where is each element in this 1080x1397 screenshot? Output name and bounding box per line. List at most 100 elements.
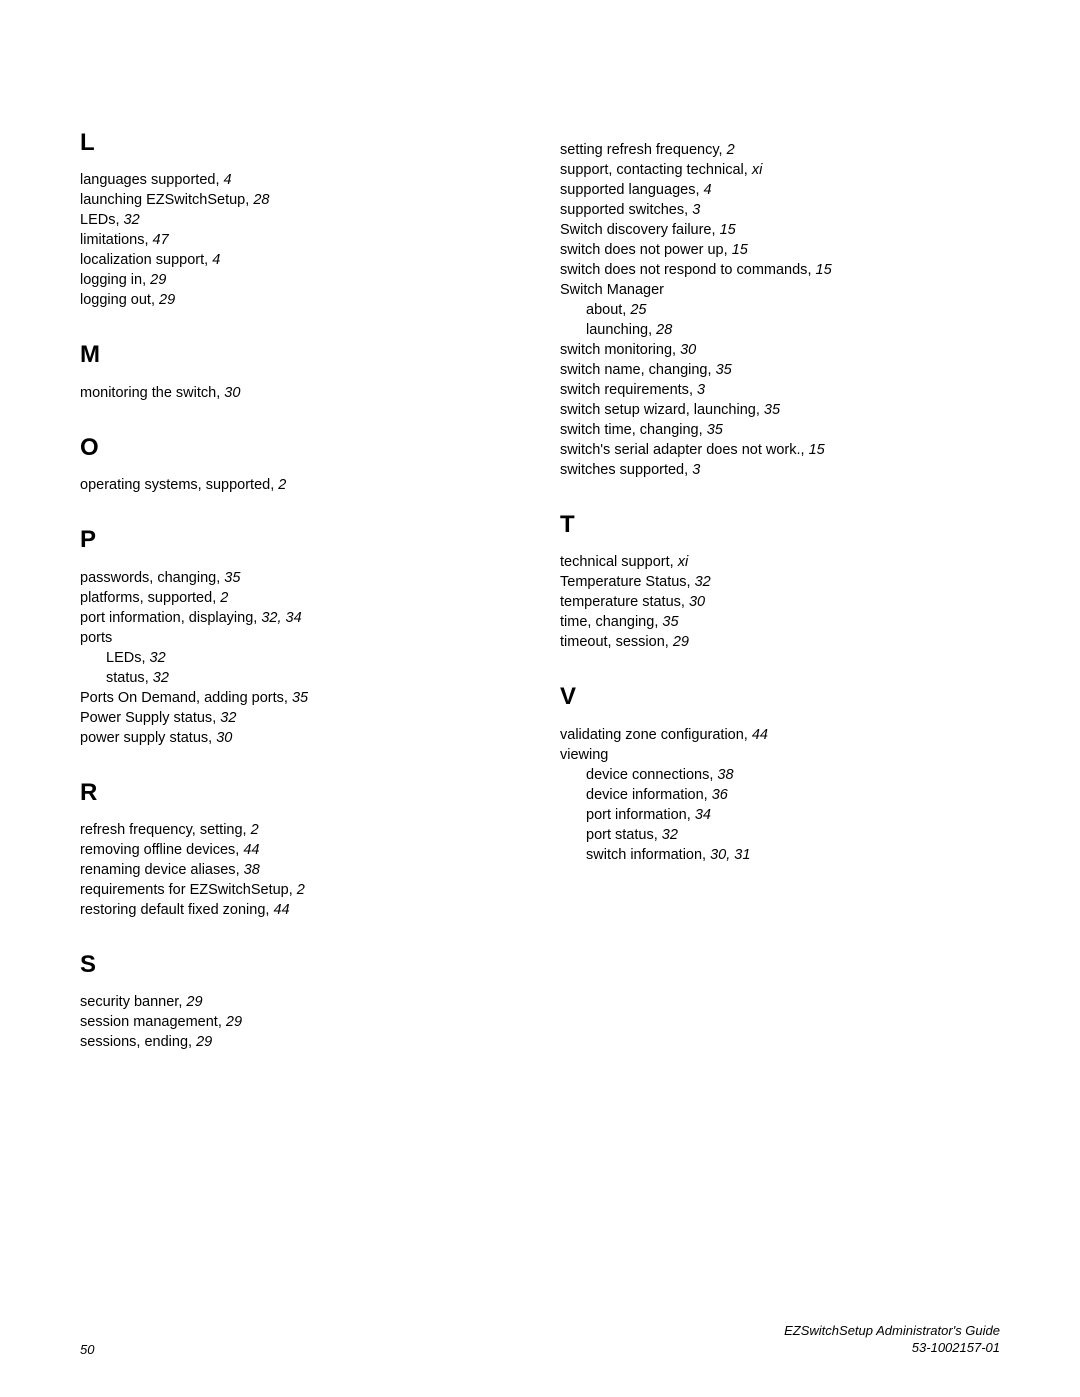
index-entry-term: LEDs [106,650,141,666]
index-entry-pages: 35 [764,402,780,418]
index-entry: setting refresh frequency, 2 [560,140,1000,160]
index-entry-pages: 4 [212,252,220,268]
index-entry-pages: 4 [704,182,712,198]
index-entry: about, 25 [560,300,1000,320]
index-entry: requirements for EZSwitchSetup, 2 [80,880,520,900]
index-entry-separator: , [284,690,292,706]
index-entry: time, changing, 35 [560,612,1000,632]
index-entry-separator: , [687,807,695,823]
index-entry-pages: 3 [697,382,705,398]
index-entry-pages: 38 [717,767,733,783]
index-entry-pages: 25 [630,302,646,318]
index-entry-separator: , [702,847,710,863]
index-entry-term: launching EZSwitchSetup [80,192,245,208]
index-entry-term: requirements for EZSwitchSetup [80,882,289,898]
index-entry: removing offline devices, 44 [80,840,520,860]
index-entry-separator: , [687,574,695,590]
index-entry-pages: 29 [196,1034,212,1050]
index-entry-separator: , [144,232,152,248]
index-entry-separator: , [681,594,689,610]
index-column: Llanguages supported, 4launching EZSwitc… [80,130,520,1052]
index-entry-term: switch's serial adapter does not work. [560,442,801,458]
index-entry-pages: 15 [816,262,832,278]
index-entry: Switch Manager [560,280,1000,300]
index-entry-term: time, changing [560,614,654,630]
index-entry-term: security banner [80,994,178,1010]
index-entry: passwords, changing, 35 [80,568,520,588]
index-entry: ports [80,628,520,648]
index-entry-term: localization support [80,252,204,268]
index-entry-term: Temperature Status [560,574,687,590]
index-entry-separator: , [744,162,752,178]
index-entry-term: monitoring the switch [80,385,216,401]
index-entry-pages: 2 [297,882,305,898]
index-entry-separator: , [708,362,716,378]
index-entry-pages: 36 [712,787,728,803]
index-entry-term: port information [586,807,687,823]
index-entry-pages: 32 [220,710,236,726]
index-entry-separator: , [188,1034,196,1050]
index-entry-separator: , [695,182,703,198]
index-entry: security banner, 29 [80,992,520,1012]
index-entry-pages: 35 [707,422,723,438]
index-entry: supported switches, 3 [560,200,1000,220]
index-entry: viewing [560,745,1000,765]
index-entry-term: about [586,302,622,318]
index-entry-pages: 32, 34 [261,610,301,626]
index-entry-separator: , [243,822,251,838]
index-entry-term: Power Supply status [80,710,212,726]
index-entry-pages: 2 [278,477,286,493]
index-entry-separator: , [704,787,712,803]
index-entry-term: removing offline devices [80,842,235,858]
index-entry-pages: 32 [695,574,711,590]
index-entry-separator: , [672,342,680,358]
index-entry: temperature status, 30 [560,592,1000,612]
index-entry-pages: 30 [689,594,705,610]
index-entry-separator: , [684,202,692,218]
index-entry-pages: 30 [216,730,232,746]
index-entry-separator: , [689,382,697,398]
index-entry-separator: , [236,862,244,878]
index-entry-separator: , [801,442,809,458]
index-entry-pages: 35 [716,362,732,378]
index-entry-term: timeout, session [560,634,665,650]
index-entry-separator: , [712,222,720,238]
index-entry-separator: , [218,1014,226,1030]
index-entry: switch does not power up, 15 [560,240,1000,260]
index-entry-term: switch requirements [560,382,689,398]
index-entry: switch information, 30, 31 [560,845,1000,865]
index-entry-term: passwords, changing [80,570,216,586]
page-footer: 50 EZSwitchSetup Administrator's Guide 5… [80,1323,1000,1357]
index-entry: device connections, 38 [560,765,1000,785]
index-entry-pages: 32 [153,670,169,686]
index-entry-separator: , [684,462,692,478]
index-entry: sessions, ending, 29 [80,1032,520,1052]
index-entry-separator: , [756,402,764,418]
index-entry-term: port information, displaying [80,610,253,626]
index-entry-separator: , [719,142,727,158]
index-entry-term: refresh frequency, setting [80,822,243,838]
index-entry-pages: 4 [224,172,232,188]
index-entry: renaming device aliases, 38 [80,860,520,880]
index-entry-pages: 30 [224,385,240,401]
index-entry: session management, 29 [80,1012,520,1032]
index-entry-separator: , [648,322,656,338]
index-entry-term: switch information [586,847,702,863]
index-entry-pages: 47 [153,232,169,248]
index-entry-pages: 44 [752,727,768,743]
index-section-heading: P [80,527,520,553]
index-entry-term: limitations [80,232,144,248]
index-entry-term: ports [80,630,112,646]
index-section-heading: V [560,684,1000,710]
index-entry: platforms, supported, 2 [80,588,520,608]
index-entry-term: languages supported [80,172,215,188]
footer-page-number: 50 [80,1342,94,1357]
index-entry-pages: 44 [273,902,289,918]
index-entry-term: switch setup wizard, launching [560,402,756,418]
index-entry-term: supported languages [560,182,695,198]
index-entry-pages: 44 [243,842,259,858]
footer-doc-number: 53-1002157-01 [784,1340,1000,1357]
index-entry-term: switch does not power up [560,242,724,258]
index-entry: Ports On Demand, adding ports, 35 [80,688,520,708]
index-entry-pages: 35 [224,570,240,586]
